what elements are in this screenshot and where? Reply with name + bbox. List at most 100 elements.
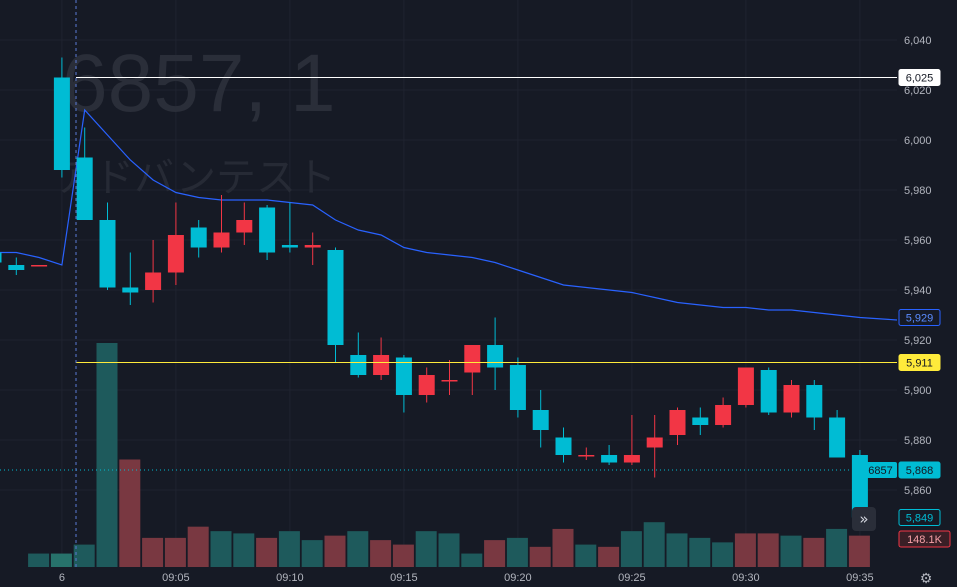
candle (327, 247, 344, 363)
candle-body (509, 365, 526, 410)
price-tick-label: 5,940 (904, 285, 932, 297)
time-tick-label: 09:10 (276, 572, 304, 584)
volume-bar (392, 544, 414, 567)
price-tick-label: 6,040 (904, 35, 932, 47)
candles (0, 57, 868, 518)
last-price-badge-box (898, 461, 941, 479)
candle (53, 57, 70, 178)
price-badges: 6,025 5,911 5,929 5,868 6857 5,849 148.1K (864, 69, 951, 548)
volume-bar (438, 533, 460, 567)
volume-bar (233, 533, 255, 567)
time-tick-label: 09:30 (732, 572, 760, 584)
candle (623, 415, 640, 465)
volume-bar (780, 535, 802, 567)
candle (350, 332, 367, 378)
candle-body (259, 207, 276, 253)
price-line-badge-box (898, 69, 941, 86)
candle-body (464, 345, 481, 373)
volume-badge-box (898, 530, 951, 548)
price-tick-label: 5,880 (904, 435, 932, 447)
price-tick-label: 5,900 (904, 385, 932, 397)
price-lines (0, 77, 897, 471)
volume-bar (164, 537, 186, 567)
price-line-badge: 6,025 (898, 69, 941, 86)
grid-lines (0, 0, 897, 567)
volume-bar (598, 546, 620, 567)
volume-bar (28, 553, 50, 567)
candle (395, 355, 412, 413)
symbol-tag: 6857 (864, 462, 897, 478)
candle (99, 202, 116, 290)
candle-body (350, 355, 367, 375)
vwap-badge-label: 5,929 (906, 313, 934, 325)
candle (555, 427, 572, 463)
candle-body (281, 245, 298, 248)
candle (783, 380, 800, 418)
candle (532, 390, 549, 448)
candle-body (441, 380, 458, 382)
scroll-right-icon: » (859, 510, 868, 528)
candle-body (99, 220, 116, 288)
volume-bar (803, 537, 825, 567)
time-tick-label: 09:25 (618, 572, 646, 584)
price-axis[interactable]: 5,860 5,880 5,900 5,920 5,940 5,960 5,980 6,000… (904, 35, 932, 497)
candle (601, 445, 618, 465)
candle-body (692, 417, 709, 425)
price-line-badge-label: 5,911 (906, 358, 933, 370)
volume-bar (461, 553, 483, 567)
candle-body (646, 437, 663, 448)
time-tick-label: 09:20 (504, 572, 532, 584)
volume-bar (484, 540, 506, 567)
volume-bar (734, 533, 756, 567)
candle (259, 205, 276, 260)
watermark: 6857, 1 アドバンテスト (54, 38, 336, 201)
volume-bar (210, 531, 232, 567)
volume-bar (187, 526, 209, 567)
candle-body (760, 370, 777, 413)
volume-bar (256, 537, 278, 567)
vwap-line (0, 108, 898, 321)
candle-body (31, 265, 48, 267)
candle-body (145, 272, 162, 290)
candle (76, 127, 93, 220)
candle (190, 220, 207, 258)
candle-body (190, 227, 207, 248)
low-price-badge: 5,849 (898, 509, 941, 526)
candle (760, 367, 777, 415)
volume-bar (73, 544, 95, 567)
settings-button[interactable]: ⚙ (920, 571, 933, 587)
volume-bar (689, 537, 711, 567)
candle-body (76, 157, 93, 220)
candle-body (395, 357, 412, 395)
time-axis[interactable]: 6 09:05 09:10 09:15 09:20 09:25 09:30 09:35 (59, 572, 874, 584)
last-price-badge-label: 5,868 (906, 465, 934, 477)
time-tick-label: 09:05 (162, 572, 190, 584)
volume-bar (643, 522, 665, 567)
price-tick-label: 5,860 (904, 485, 932, 497)
volume-bars (28, 343, 870, 567)
price-line-badge-box (898, 354, 941, 371)
volume-bar (506, 537, 528, 567)
candle-body (304, 245, 321, 248)
candle (464, 345, 481, 395)
candle-body (8, 265, 25, 270)
candle-body (669, 410, 686, 435)
volume-bar (370, 540, 392, 567)
candle-body (167, 235, 184, 273)
price-tick-label: 5,960 (904, 235, 932, 247)
settings-gear-icon: ⚙ (920, 571, 933, 587)
volume-bar (666, 533, 688, 567)
volume-bar (301, 540, 323, 567)
scroll-right-button[interactable]: » (852, 507, 876, 531)
volume-bar (347, 531, 369, 567)
price-tick-label: 6,020 (904, 85, 932, 97)
volume-bar (575, 544, 597, 567)
time-tick-label: 09:15 (390, 572, 418, 584)
candle (737, 367, 754, 408)
candle-body (578, 455, 595, 457)
candle (669, 407, 686, 445)
volume-bar (620, 531, 642, 567)
candle-body (555, 437, 572, 455)
